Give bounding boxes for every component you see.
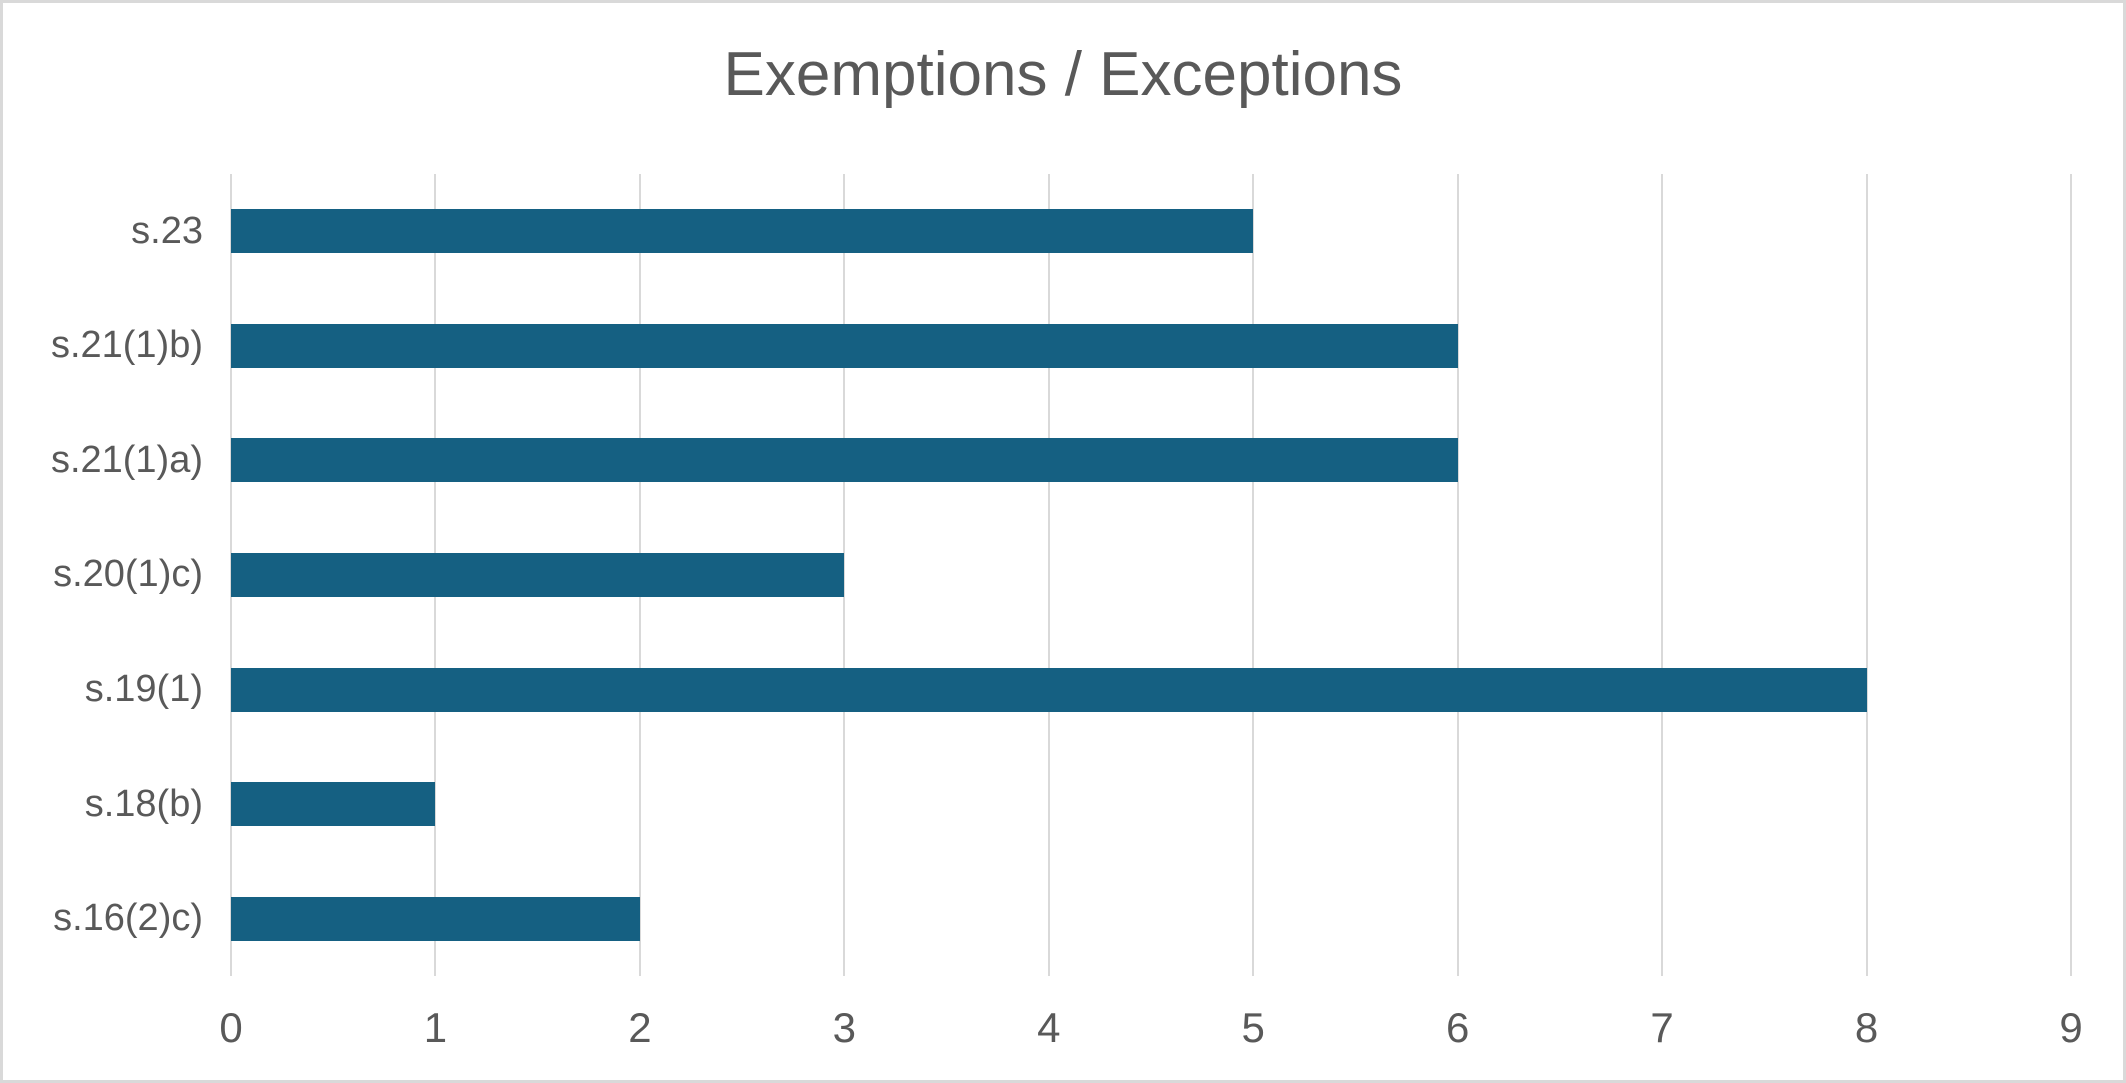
x-tick-label: 8 [1854, 1004, 1879, 1051]
x-tick-label: 4 [1037, 1004, 1061, 1051]
gridline [1456, 174, 1459, 976]
x-tick-label: 9 [2059, 1004, 2083, 1051]
x-axis: 0 1 2 3 4 5 6 7 8 9 [219, 1004, 2082, 1055]
bar [231, 667, 1867, 712]
bar [231, 209, 1254, 254]
x-tick-label: 2 [628, 1004, 652, 1051]
y-axis-labels: s.23 s.21(1)b) s.21(1)a) s.20(1)c) s.19(1) s.… [23, 174, 203, 976]
gridline [1661, 174, 1664, 976]
x-tick-label: 6 [1445, 1004, 1470, 1051]
category-label: s.16(2)c) [53, 897, 203, 940]
category-label: s.19(1) [84, 668, 203, 711]
gridline [1047, 174, 1050, 976]
gridline [1252, 174, 1255, 976]
x-tick-label: 3 [832, 1004, 856, 1051]
x-tick-label: 5 [1241, 1004, 1265, 1051]
plot-area [230, 174, 2072, 976]
category-label: s.20(1)c) [53, 553, 203, 596]
gridline [1865, 174, 1868, 976]
gridline [2070, 174, 2072, 976]
category-label: s.21(1)a) [50, 438, 203, 481]
gridline [843, 174, 846, 976]
bar [231, 438, 1458, 483]
category-label: s.18(b) [84, 782, 203, 825]
chart-title: Exemptions / Exceptions [723, 40, 1403, 109]
category-label: s.21(1)b) [50, 324, 203, 367]
bar [231, 553, 845, 597]
category-label: s.23 [131, 209, 203, 252]
x-tick-label: 0 [219, 1004, 243, 1051]
bar [231, 896, 640, 941]
bar [231, 782, 436, 827]
x-tick-label: 1 [423, 1004, 448, 1051]
x-tick-label: 7 [1650, 1004, 1674, 1051]
bar [231, 323, 1458, 368]
